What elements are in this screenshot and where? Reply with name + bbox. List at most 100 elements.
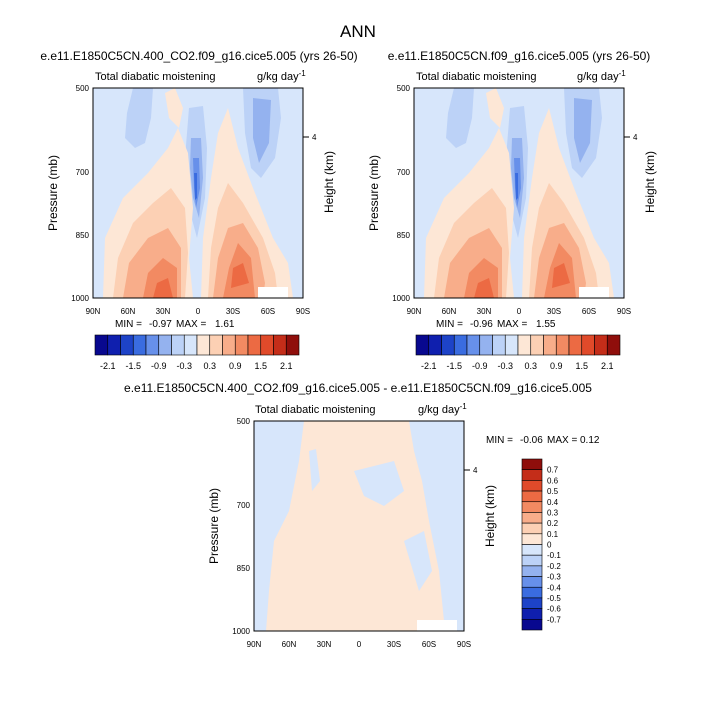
colorbar-label: 0 — [547, 541, 552, 550]
panel-c-min-label: MIN = — [486, 435, 513, 446]
panel-a-xtick-2: 30N — [156, 307, 171, 316]
panel-a-right-tick-label: 4 — [312, 133, 317, 142]
colorbar-swatch — [521, 512, 543, 524]
colorbar-label: -0.1 — [547, 551, 561, 560]
panel-c-max-value: 0.12 — [580, 435, 600, 446]
colorbar-label: 0.6 — [547, 476, 559, 485]
panel-a-max-label: MAX = — [176, 319, 206, 330]
panel-c-colorbar: 0.70.6 0.5 0.40.3 0.2 0.1 0-0.1 -0.2 -0.3-0.4 -0… — [521, 458, 561, 631]
panel-b: e.e11.E1850C5CN.f09_g16.cice5.005 (yrs 2… — [367, 49, 657, 371]
panel-c-xtick-4: 30S — [387, 640, 401, 649]
panel-b-max-value: 1.55 — [536, 319, 556, 330]
panel-a-colorbar: -2.1 -1.5 -0.9 -0.3 0.3 0.9 1.5 2.1 — [94, 334, 300, 371]
colorbar-label: -1.5 — [446, 361, 462, 371]
panel-c-units-exp: -1 — [460, 402, 468, 411]
panel-c-title: e.e11.E1850C5CN.400_CO2.f09_g16.cice5.00… — [124, 381, 592, 395]
panel-c-min-value: -0.06 — [520, 435, 543, 446]
panel-c-plot — [253, 420, 465, 632]
panel-a-units: g/kg day-1 — [257, 69, 306, 83]
panel-b-ytick-500: 500 — [397, 84, 411, 93]
panel-c-ytick-850: 850 — [237, 564, 251, 573]
panel-c-x-ticks: 90N 60N 30N 0 30S 60S 90S — [247, 640, 471, 649]
panel-b-x-ticks: 90N 60N 30N 0 30S 60S 90S — [407, 307, 631, 316]
colorbar-swatch — [183, 334, 198, 356]
panel-a-xtick-3: 0 — [196, 307, 201, 316]
colorbar-swatch — [415, 334, 430, 356]
colorbar-swatch — [521, 490, 543, 503]
panel-a-plot — [92, 87, 304, 299]
panel-b-right-tick-label: 4 — [633, 133, 638, 142]
colorbar-swatch — [171, 334, 185, 356]
panel-a: e.e11.E1850C5CN.400_CO2.f09_g16.cice5.00… — [40, 49, 357, 371]
panel-b-max-label: MAX = — [497, 319, 527, 330]
colorbar-label: -1.5 — [125, 361, 141, 371]
panel-a-xtick-6: 90S — [296, 307, 310, 316]
panel-c-ytick-700: 700 — [237, 501, 251, 510]
panel-a-y-ticks: 500 700 850 1000 — [71, 84, 89, 303]
panel-a-ytick-700: 700 — [76, 168, 90, 177]
colorbar-label: 0.9 — [229, 361, 242, 371]
colorbar-swatch — [521, 576, 543, 588]
panel-b-xtick-1: 60N — [442, 307, 457, 316]
colorbar-swatch — [606, 334, 621, 356]
panel-b-ytick-1000: 1000 — [392, 294, 410, 303]
colorbar-swatch — [196, 334, 211, 356]
colorbar-label: -0.5 — [547, 594, 561, 603]
panel-c-right-tick-label: 4 — [473, 466, 478, 475]
colorbar-label: -0.7 — [547, 615, 561, 624]
colorbar-swatch — [428, 334, 442, 356]
colorbar-swatch — [517, 334, 532, 356]
panel-c-ylabel-right: Height (km) — [483, 485, 497, 547]
colorbar-swatch — [530, 334, 544, 356]
colorbar-swatch — [521, 619, 543, 631]
panel-b-plot — [413, 87, 625, 299]
colorbar-swatch — [466, 334, 481, 356]
colorbar-swatch — [132, 334, 147, 356]
panel-b-contours — [414, 88, 624, 298]
colorbar-label: -0.6 — [547, 605, 561, 614]
panel-a-units-text: g/kg day — [257, 71, 299, 83]
panel-c-xtick-3: 0 — [357, 640, 362, 649]
colorbar-swatch — [107, 334, 121, 356]
colorbar-label: -0.3 — [176, 361, 192, 371]
colorbar-label: 0.3 — [203, 361, 216, 371]
panel-c-xtick-5: 60S — [422, 640, 436, 649]
colorbar-swatch — [492, 334, 506, 356]
colorbar-label: 0.3 — [524, 361, 537, 371]
colorbar-swatch — [521, 586, 543, 599]
colorbar-swatch — [209, 334, 223, 356]
panel-b-min-value: -0.96 — [470, 319, 493, 330]
colorbar-label: 2.1 — [601, 361, 614, 371]
panel-a-xtick-5: 60S — [261, 307, 275, 316]
colorbar-swatch — [234, 334, 249, 356]
panel-c-contours — [254, 421, 464, 631]
figure-title: ANN — [340, 22, 376, 41]
panel-a-title: e.e11.E1850C5CN.400_CO2.f09_g16.cice5.00… — [40, 49, 357, 63]
panel-c-max-label: MAX = — [547, 435, 577, 446]
panel-b-variable: Total diabatic moistening — [416, 71, 536, 83]
panel-c: e.e11.E1850C5CN.400_CO2.f09_g16.cice5.00… — [124, 381, 600, 649]
colorbar-swatch — [504, 334, 519, 356]
panel-b-ytick-700: 700 — [397, 168, 411, 177]
colorbar-label: 0.7 — [547, 466, 559, 475]
panel-a-min-label: MIN = — [115, 319, 142, 330]
panel-b-min-label: MIN = — [436, 319, 463, 330]
colorbar-label: -0.3 — [497, 361, 513, 371]
colorbar-swatch — [453, 334, 468, 356]
panel-c-xtick-6: 90S — [457, 640, 471, 649]
colorbar-label: 0.3 — [547, 508, 559, 517]
colorbar-label: 0.1 — [547, 530, 559, 539]
colorbar-label: -0.2 — [547, 562, 561, 571]
panel-a-ytick-850: 850 — [76, 231, 90, 240]
panel-a-frame — [92, 87, 304, 299]
colorbar-swatch — [521, 554, 543, 567]
panel-c-y-ticks: 500 700 850 1000 — [232, 417, 250, 636]
colorbar-label: 0.5 — [547, 487, 559, 496]
panel-a-xtick-4: 30S — [226, 307, 240, 316]
colorbar-swatch — [543, 334, 557, 356]
colorbar-label: -0.4 — [547, 583, 561, 592]
panel-b-xtick-5: 60S — [582, 307, 596, 316]
colorbar-swatch — [521, 608, 543, 620]
colorbar-label: -2.1 — [421, 361, 437, 371]
colorbar-swatch — [521, 544, 543, 556]
